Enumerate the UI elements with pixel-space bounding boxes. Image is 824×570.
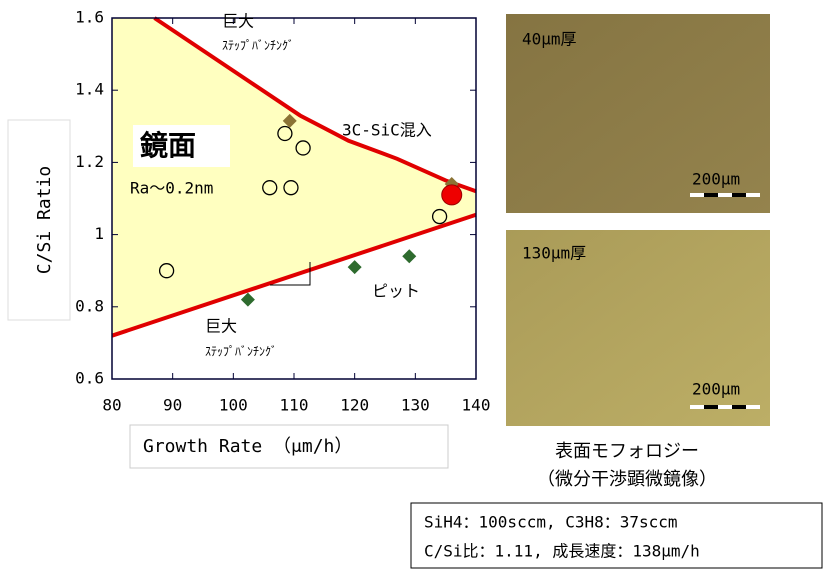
annotation: 3C-SiC混入 bbox=[342, 121, 432, 140]
condition: SiH4：100sccm, C3H8：37sccm bbox=[424, 513, 678, 532]
annotation: 鏡面 bbox=[140, 129, 196, 162]
boundary-line bbox=[153, 16, 477, 194]
annotation: ｽﾃｯﾌﾟﾊﾞﾝﾁﾝｸﾞ bbox=[205, 345, 277, 359]
caption: （微分干渉顕微鏡像） bbox=[537, 469, 717, 490]
annotation: Ra〜0.2nm bbox=[130, 179, 213, 198]
data-point bbox=[441, 184, 463, 206]
annotation: ピット bbox=[372, 282, 420, 301]
condition: C/Si比：1.11, 成長速度：138μm/h bbox=[424, 542, 700, 561]
slope-marker bbox=[270, 262, 311, 286]
x-tick-label: 110 bbox=[280, 396, 309, 415]
x-tick-label: 140 bbox=[462, 396, 491, 415]
x-tick-label: 90 bbox=[163, 396, 182, 415]
scale-bar bbox=[690, 405, 760, 409]
mirror-region bbox=[112, 18, 476, 336]
data-point bbox=[347, 260, 362, 275]
annotation: ｽﾃｯﾌﾟﾊﾞﾝﾁﾝｸﾞ bbox=[222, 39, 294, 53]
y-tick-label: 1.2 bbox=[75, 152, 104, 171]
data-point bbox=[262, 180, 278, 196]
data-point bbox=[295, 140, 311, 156]
data-point bbox=[402, 249, 417, 264]
data-point bbox=[277, 125, 293, 142]
caption: 表面モフォロジー bbox=[555, 441, 699, 462]
y-tick-label: 1.4 bbox=[75, 80, 104, 99]
annotation: 巨大 bbox=[222, 12, 254, 31]
annotation: 巨大 bbox=[205, 317, 237, 336]
scale-label: 200μm bbox=[692, 170, 740, 189]
x-tick-label: 80 bbox=[102, 396, 121, 415]
scale-label: 200μm bbox=[692, 380, 740, 399]
y-axis-label: C/Si Ratio bbox=[34, 166, 55, 274]
y-label-box bbox=[7, 119, 71, 321]
data-point bbox=[283, 180, 299, 196]
boundary-line bbox=[111, 212, 477, 338]
y-tick-label: 0.8 bbox=[75, 296, 104, 315]
y-tick-label: 1 bbox=[94, 224, 104, 243]
x-tick-label: 130 bbox=[401, 396, 430, 415]
x-tick-label: 100 bbox=[219, 396, 248, 415]
data-point bbox=[158, 263, 175, 279]
conditions-box bbox=[410, 502, 823, 569]
label-bg bbox=[133, 125, 230, 167]
data-point bbox=[240, 292, 255, 307]
micrograph bbox=[506, 14, 770, 213]
micrograph-label: 40μm厚 bbox=[522, 30, 577, 49]
plot: 80 90 100 110 120 130 140 0.6 0.8 1 1.2 1.4 1.6 bbox=[75, 8, 490, 415]
scale-bar bbox=[690, 193, 760, 197]
y-tick-label: 1.6 bbox=[75, 8, 104, 27]
plot-frame bbox=[111, 17, 477, 380]
x-tick-label: 120 bbox=[340, 396, 369, 415]
micrograph-label: 130μm厚 bbox=[522, 244, 586, 263]
x-label-box bbox=[129, 424, 449, 469]
y-tick-label: 0.6 bbox=[75, 369, 104, 388]
x-axis-label: Growth Rate （μm/h） bbox=[143, 436, 352, 457]
data-point bbox=[282, 113, 297, 128]
data-point bbox=[431, 208, 448, 225]
micrograph bbox=[506, 230, 770, 426]
